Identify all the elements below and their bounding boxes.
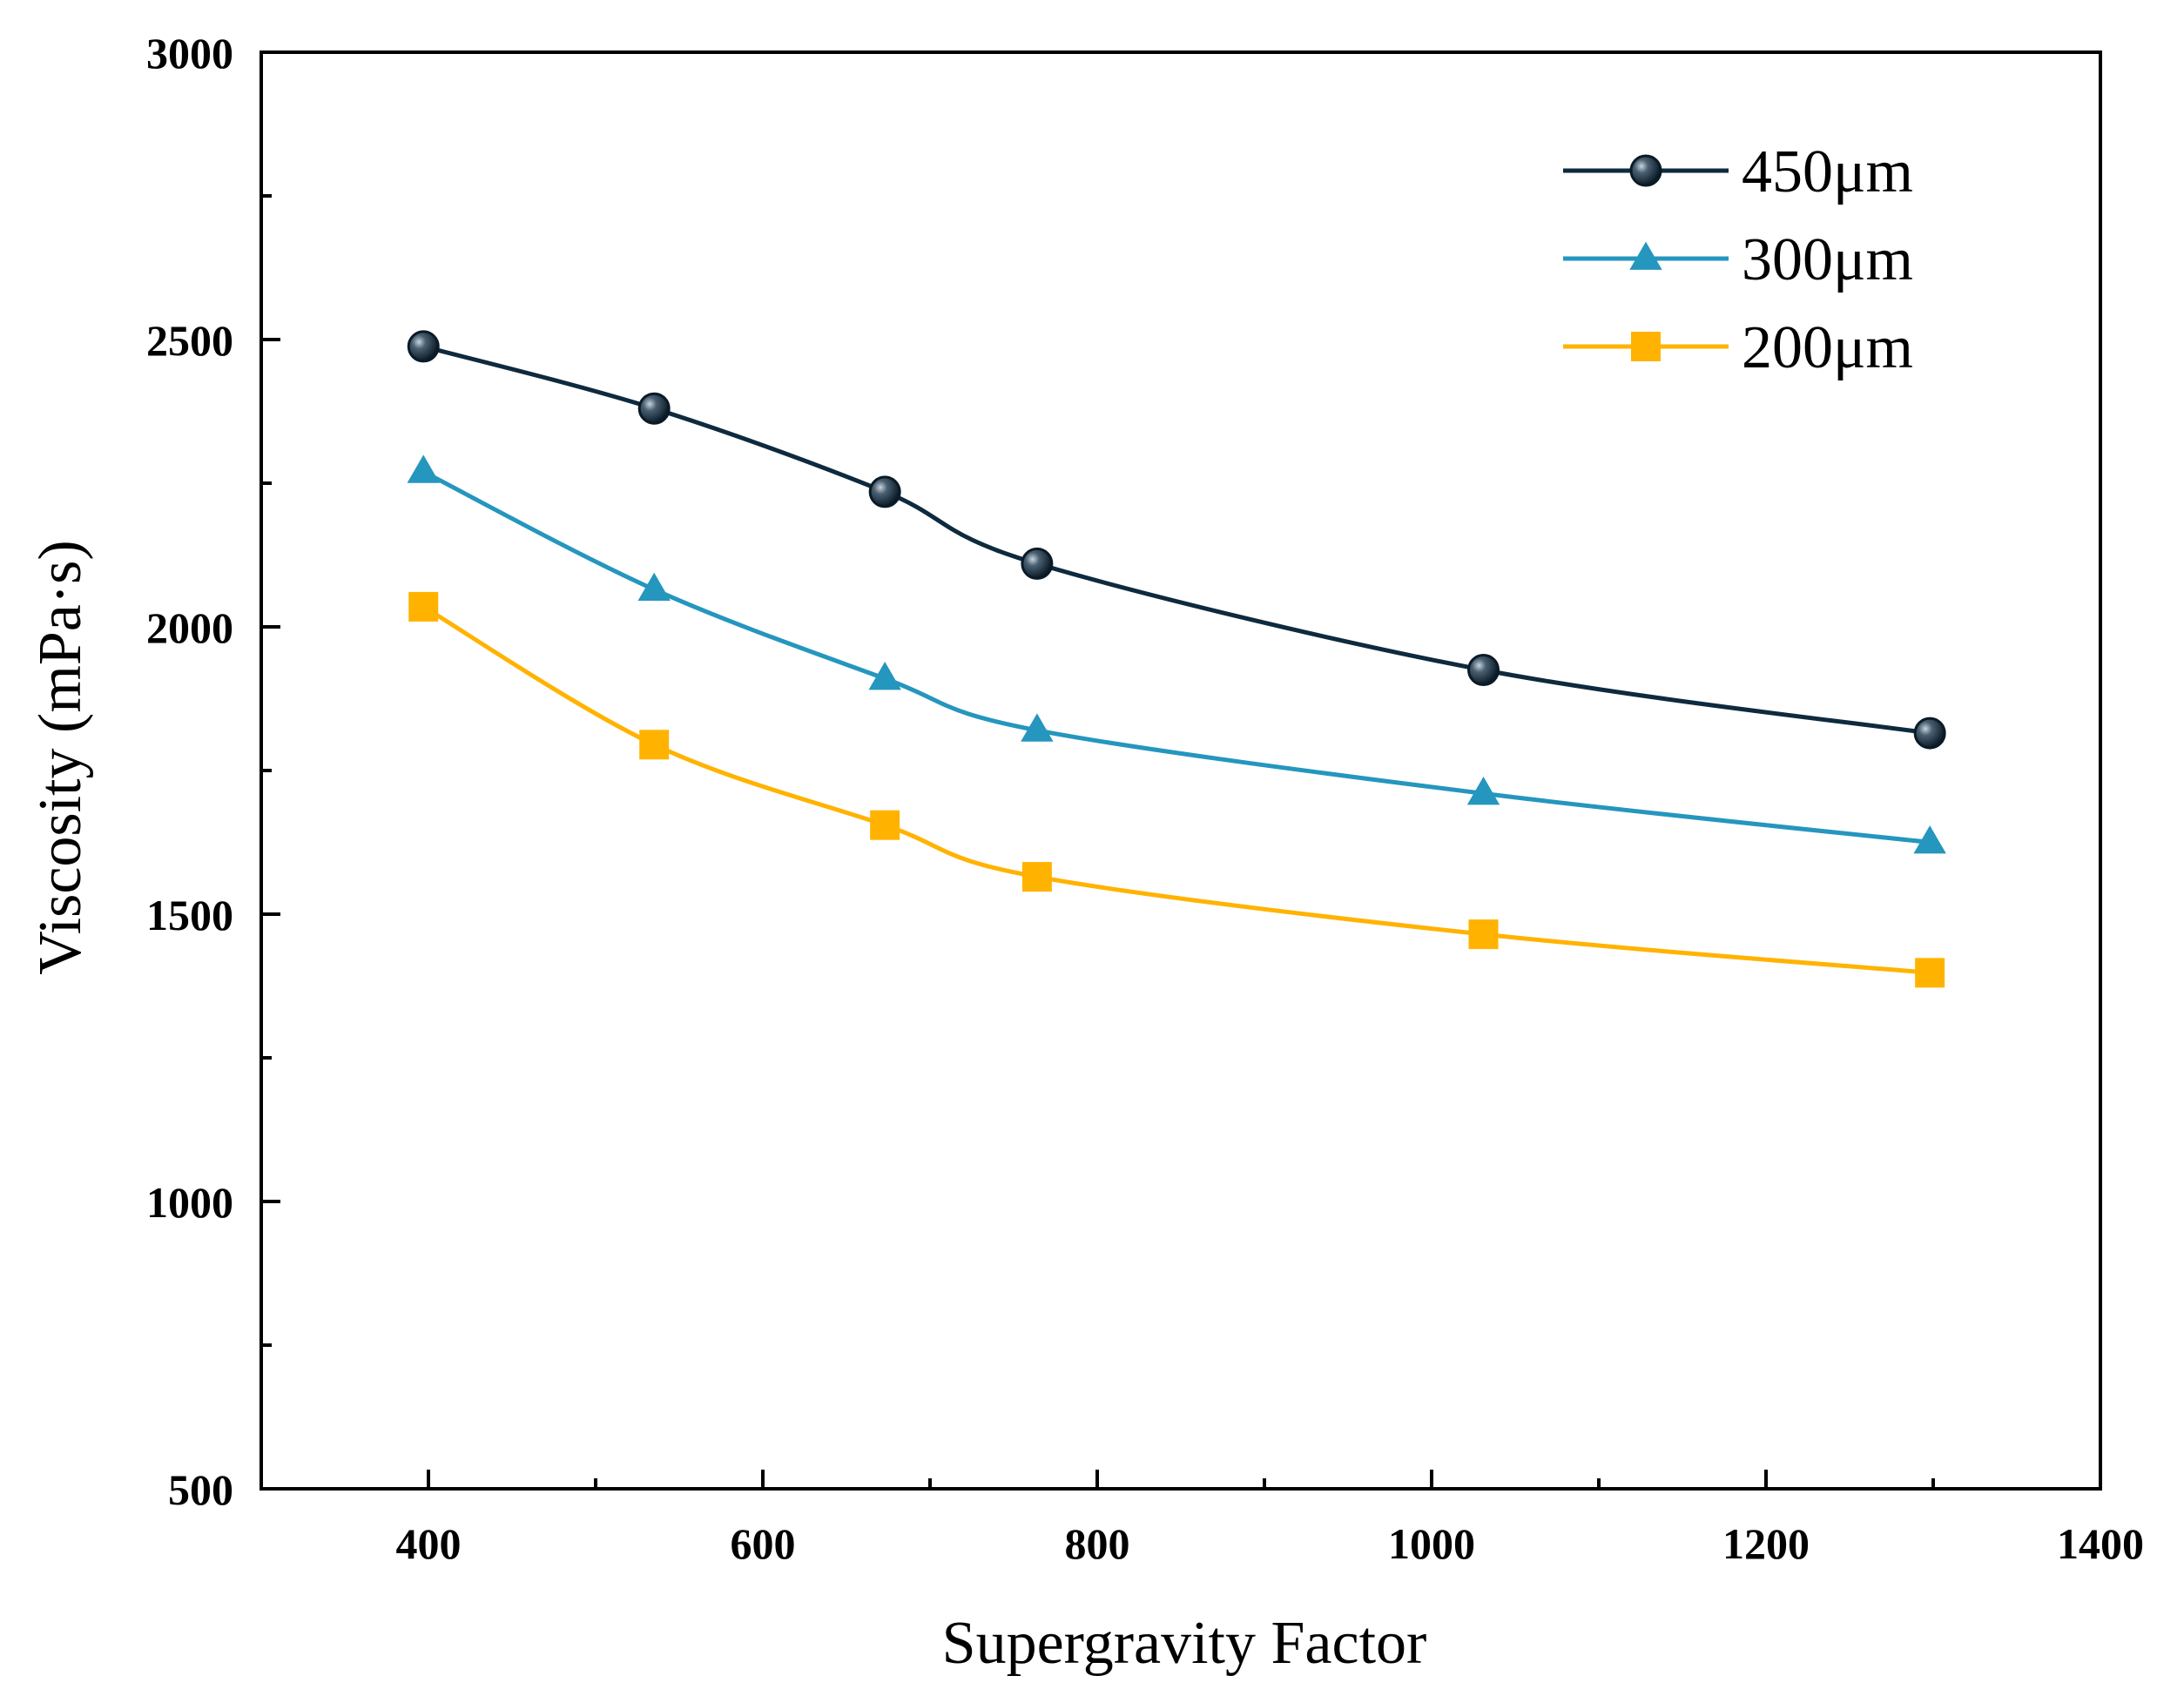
y-axis-title: Viscosity (mPa·s) (27, 540, 94, 974)
legend-label: 200μm (1742, 314, 1913, 381)
data-point (1468, 919, 1499, 950)
series-line (421, 604, 1931, 975)
legend: 450μm 300μm 200μm (1563, 138, 1913, 381)
x-axis-title: Supergravity Factor (942, 1610, 1427, 1677)
legend-item: 300μm (1563, 226, 1913, 293)
y-tick-label: 1500 (146, 891, 233, 939)
data-point (868, 475, 901, 508)
data-point (408, 591, 439, 622)
series-300μm (407, 454, 1946, 854)
data-point (1021, 713, 1054, 742)
y-axis-ticks: 500 1000 1500 2000 2500 3000 (146, 29, 280, 1514)
x-tick-label: 1000 (1388, 1519, 1475, 1568)
data-point (1021, 862, 1052, 892)
x-axis-ticks: 400 600 800 1000 1200 1400 (260, 1470, 2144, 1568)
x-tick-label: 800 (1065, 1519, 1130, 1568)
y-tick-label: 2000 (146, 603, 233, 652)
data-point (407, 454, 440, 483)
data-point (1913, 717, 1946, 750)
legend-marker (1629, 241, 1662, 270)
data-point (870, 810, 900, 840)
series-200μm (408, 591, 1945, 988)
legend-item: 200μm (1563, 314, 1913, 381)
data-point (637, 572, 671, 602)
y-tick-label: 500 (168, 1465, 233, 1514)
x-tick-label: 1200 (1722, 1519, 1810, 1568)
data-point (1915, 958, 1945, 988)
legend-marker (1631, 332, 1661, 361)
y-tick-label: 2500 (146, 316, 233, 365)
legend-label: 300μm (1742, 226, 1913, 293)
data-point (1913, 825, 1946, 854)
data-point (1021, 547, 1054, 580)
series-450μm (407, 330, 1946, 750)
data-point (407, 330, 440, 363)
series-line (422, 469, 1931, 845)
data-point (637, 392, 671, 425)
data-point (1467, 654, 1500, 686)
y-tick-label: 3000 (146, 29, 233, 77)
series-layer (407, 330, 1946, 988)
data-point (639, 730, 670, 760)
legend-marker (1629, 154, 1662, 187)
x-tick-label: 1400 (2057, 1519, 2144, 1568)
data-point (868, 662, 901, 690)
x-tick-label: 600 (731, 1519, 796, 1568)
x-tick-label: 400 (396, 1519, 462, 1568)
legend-label: 450μm (1742, 138, 1913, 205)
data-point (1466, 777, 1500, 805)
y-tick-label: 1000 (146, 1178, 233, 1227)
legend-item: 450μm (1563, 138, 1913, 205)
